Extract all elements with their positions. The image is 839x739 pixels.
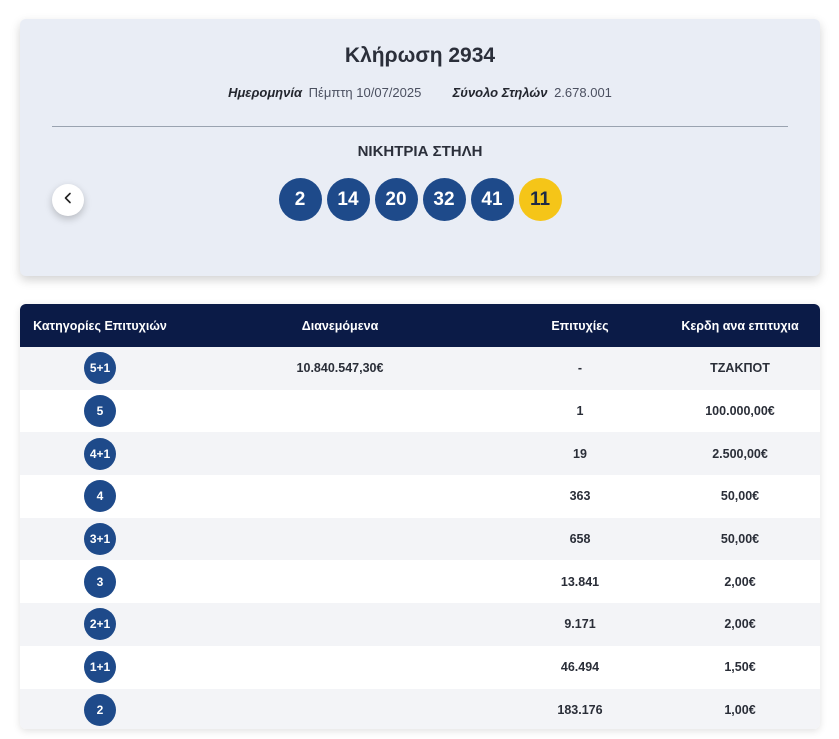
number-ball: 41	[470, 178, 514, 221]
category-badge: 3+1	[84, 523, 116, 556]
prize-table: Κατηγορίες Επιτυχιών Διανεμόμενα Επιτυχί…	[20, 304, 820, 729]
category-badge: 5	[84, 395, 116, 428]
table-row: 2 183.176 1,00€	[20, 688, 820, 729]
table-row: 3+1 658 50,00€	[20, 517, 820, 561]
number-ball: 14	[326, 178, 370, 221]
draw-title: Κλήρωση 2934	[344, 44, 496, 67]
winners-cell: 363	[569, 489, 591, 504]
draw-meta: Ημερομηνία Πέμπτη 10/07/2025 Σύνολο Στηλ…	[20, 85, 820, 100]
divider	[52, 126, 788, 127]
winning-column-label: ΝΙΚΗΤΡΙΑ ΣΤΗΛΗ	[357, 143, 483, 160]
number-ball: 32	[422, 178, 466, 221]
winners-cell: 46.494	[560, 660, 600, 675]
category-badge: 3	[84, 565, 116, 598]
table-row: 5 1 100.000,00€	[20, 389, 820, 433]
prize-cell: 2.500,00€	[712, 446, 768, 461]
winners-cell: 658	[569, 532, 591, 547]
winners-cell: 19	[573, 446, 587, 461]
table-row: 4 363 50,00€	[20, 475, 820, 518]
prize-cell: ΤΖΑΚΠΟΤ	[710, 361, 770, 376]
winners-cell: 183.176	[557, 702, 603, 717]
prize-cell: 2,00€	[724, 617, 756, 632]
winners-cell: -	[577, 361, 583, 376]
distributed-cell: 10.840.547,30€	[296, 361, 384, 376]
winners-cell: 9.171	[564, 617, 596, 632]
category-badge: 2+1	[84, 608, 116, 641]
previous-draw-button[interactable]	[52, 184, 84, 216]
header-category: Κατηγορίες Επιτυχιών	[33, 318, 167, 333]
total-label: Σύνολο Στηλών	[452, 85, 548, 100]
category-badge: 4+1	[84, 437, 116, 470]
prize-cell: 100.000,00€	[705, 404, 775, 419]
prize-cell: 2,00€	[724, 574, 756, 589]
prize-cell: 1,00€	[724, 702, 756, 717]
header-winners: Επιτυχίες	[551, 318, 609, 333]
winning-numbers: 2 14 20 32 41 11	[20, 178, 820, 221]
table-row: 3 13.841 2,00€	[20, 560, 820, 604]
table-body: 5+1 10.840.547,30€ - ΤΖΑΚΠΟΤ 5 1 100.000…	[20, 347, 820, 729]
table-row: 5+1 10.840.547,30€ - ΤΖΑΚΠΟΤ	[20, 347, 820, 390]
draw-card: Κλήρωση 2934 Ημερομηνία Πέμπτη 10/07/202…	[20, 19, 820, 276]
prize-cell: 1,50€	[724, 660, 756, 675]
date-value: Πέμπτη 10/07/2025	[308, 85, 422, 100]
header-distributed: Διανεμόμενα	[301, 318, 379, 333]
category-badge: 1+1	[84, 651, 116, 684]
chevron-left-icon	[62, 191, 74, 209]
header-prize: Κερδη ανα επιτυχια	[681, 318, 799, 333]
number-ball: 20	[374, 178, 418, 221]
category-badge: 2	[84, 693, 116, 726]
date-label: Ημερομηνία	[228, 85, 303, 100]
winners-cell: 1	[576, 404, 584, 419]
total-value: 2.678.001	[554, 85, 612, 100]
category-badge: 4	[84, 480, 116, 513]
prize-cell: 50,00€	[720, 489, 760, 504]
table-row: 4+1 19 2.500,00€	[20, 432, 820, 476]
number-ball: 2	[278, 178, 322, 221]
bonus-ball: 11	[518, 178, 562, 221]
table-row: 1+1 46.494 1,50€	[20, 645, 820, 689]
prize-cell: 50,00€	[720, 532, 760, 547]
winners-cell: 13.841	[560, 574, 600, 589]
table-row: 2+1 9.171 2,00€	[20, 603, 820, 646]
category-badge: 5+1	[84, 352, 116, 385]
table-header: Κατηγορίες Επιτυχιών Διανεμόμενα Επιτυχί…	[20, 304, 820, 347]
